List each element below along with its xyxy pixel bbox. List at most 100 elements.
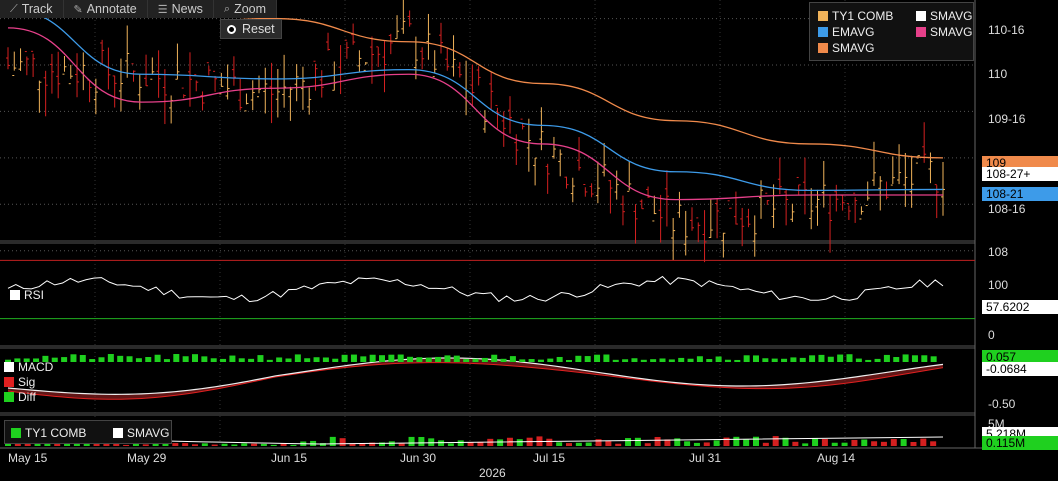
diff-bar xyxy=(229,355,236,362)
legend-item-smavg-orange[interactable]: SMAVG xyxy=(818,41,874,55)
annotate-icon: ✎ xyxy=(73,3,83,16)
panel-divider xyxy=(0,345,975,349)
rsi-swatch xyxy=(10,290,20,300)
legend-item-volume-sma[interactable]: SMAVG xyxy=(113,426,169,440)
diff-bar xyxy=(322,357,329,362)
diff-bar xyxy=(107,354,114,362)
x-tick: May 29 xyxy=(127,451,167,465)
legend-label: SMAVG xyxy=(930,25,973,39)
news-button[interactable]: ☰ News xyxy=(147,0,214,18)
smavg-orange-swatch xyxy=(818,43,828,53)
diff-bar xyxy=(762,358,769,362)
sig-legend[interactable]: Sig xyxy=(4,375,35,389)
legend-item-smavg-pink[interactable]: SMAVG xyxy=(916,25,972,39)
diff-swatch xyxy=(4,392,14,402)
rsi-line xyxy=(7,275,944,303)
diff-bar xyxy=(668,359,675,362)
diff-bar xyxy=(715,356,722,362)
ty1-swatch xyxy=(818,11,828,21)
rsi-legend[interactable]: RSI xyxy=(10,288,44,302)
diff-bar xyxy=(640,359,647,362)
diff-bar xyxy=(734,359,741,362)
diff-bar xyxy=(575,355,582,362)
smavg-white-swatch xyxy=(916,11,926,21)
volume-bar xyxy=(319,443,326,446)
diff-bar xyxy=(444,355,451,362)
diff-bar xyxy=(294,354,301,362)
volume-bar xyxy=(733,436,740,446)
smavg-pink-swatch xyxy=(916,27,926,37)
zoom-button[interactable]: ⌕ Zoom xyxy=(213,0,278,18)
diff-bar xyxy=(407,356,414,362)
volume-bar xyxy=(103,443,110,446)
diff-bar xyxy=(846,354,853,362)
legend-label: TY1 COMB xyxy=(25,426,87,440)
macd-diff-tag: 0.057 xyxy=(982,350,1058,364)
legend-item-ty1[interactable]: TY1 COMB xyxy=(818,9,893,23)
volume-bar xyxy=(723,437,730,446)
volume-bar xyxy=(201,443,208,446)
price-tick: 108-16 xyxy=(988,202,1026,216)
volume-bar xyxy=(762,442,769,446)
diff-bar xyxy=(706,359,713,362)
volume-bar xyxy=(192,444,198,446)
diff-bar xyxy=(790,357,797,362)
volume-bar xyxy=(172,443,179,446)
macd-legend[interactable]: MACD xyxy=(4,360,53,374)
legend-item-emavg[interactable]: EMAVG xyxy=(818,25,874,39)
diff-bar xyxy=(154,354,161,362)
volume-bar xyxy=(369,442,376,446)
diff-bar xyxy=(537,359,544,362)
legend-label: SMAVG xyxy=(930,9,973,23)
zoom-icon: ⌕ xyxy=(223,2,231,15)
volume-bar xyxy=(516,439,523,446)
diff-bar xyxy=(528,359,535,362)
diff-bar xyxy=(257,355,264,362)
diff-legend[interactable]: Diff xyxy=(4,390,36,404)
diff-bar xyxy=(930,356,937,362)
emavg-last-tag: 108-21 xyxy=(982,187,1058,201)
diff-bar xyxy=(799,357,806,362)
diff-bar xyxy=(463,359,470,362)
diff-bar xyxy=(369,354,376,362)
volume-bar xyxy=(831,442,838,446)
reset-label: Reset xyxy=(242,22,275,36)
smavg-pink-line xyxy=(7,27,943,201)
volume-bar xyxy=(802,443,809,446)
diff-bar xyxy=(276,357,283,362)
volume-bar xyxy=(251,443,258,446)
diff-bar xyxy=(42,355,49,362)
legend-item-volume[interactable]: TY1 COMB xyxy=(11,426,86,440)
price-tick: 109-16 xyxy=(988,112,1026,126)
macd-label: MACD xyxy=(18,360,54,374)
diff-bar xyxy=(809,355,816,362)
volume-bar xyxy=(841,442,848,446)
diff-bar xyxy=(612,359,619,362)
volume-bar xyxy=(910,441,917,446)
diff-bar xyxy=(855,358,862,362)
annotate-button[interactable]: ✎ Annotate xyxy=(63,0,148,18)
x-tick: Jun 15 xyxy=(271,451,308,465)
volume-bar xyxy=(211,444,218,446)
track-button[interactable]: ⟋ Track xyxy=(0,0,64,18)
diff-bar xyxy=(481,357,488,362)
volume-bar xyxy=(575,442,582,446)
diff-bar xyxy=(500,358,507,362)
price-tick: 108 xyxy=(988,245,1009,259)
volume-bar xyxy=(349,443,356,446)
diff-bar xyxy=(594,354,601,362)
diff-bar xyxy=(341,354,348,362)
reset-button[interactable]: Reset xyxy=(220,19,282,39)
diff-bar xyxy=(724,359,731,362)
diff-bar xyxy=(182,356,189,362)
rsi-tick: 100 xyxy=(988,278,1009,292)
volume-bar xyxy=(595,439,602,446)
diff-bar xyxy=(397,354,404,362)
annotate-label: Annotate xyxy=(86,2,137,16)
diff-bar xyxy=(631,358,638,362)
diff-bar xyxy=(79,354,86,362)
diff-bar xyxy=(547,358,554,362)
diff-bar xyxy=(220,358,227,362)
legend-item-smavg-white[interactable]: SMAVG xyxy=(916,9,972,23)
